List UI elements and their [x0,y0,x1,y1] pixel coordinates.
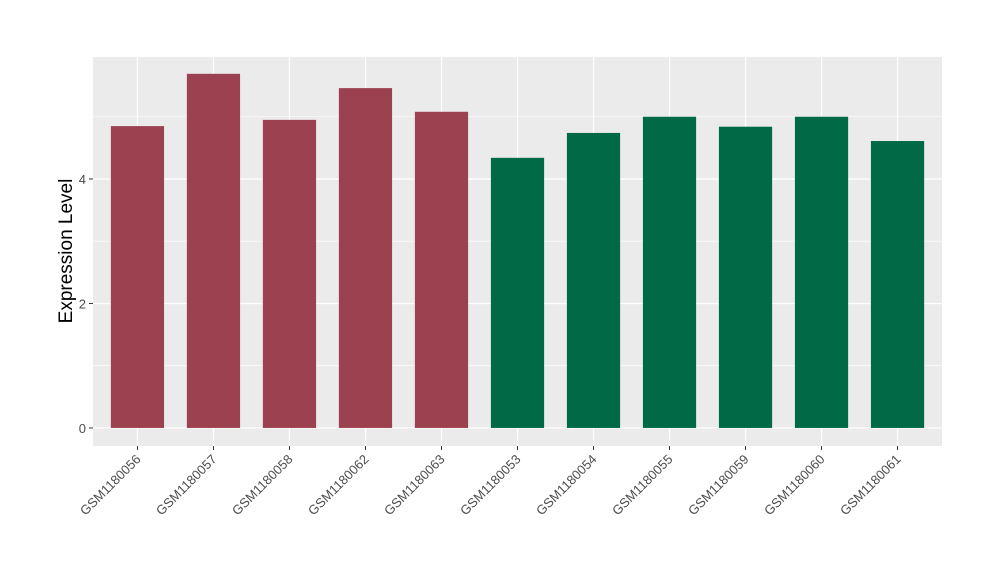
x-tick-label: GSM1180061 [837,452,904,519]
x-tick-label: GSM1180053 [457,452,524,519]
x-tick-label: GSM1180063 [381,452,448,519]
x-tick-label: GSM1180056 [77,452,144,519]
bar [414,111,469,428]
bar [870,141,925,428]
bar [642,116,697,428]
bar [110,126,165,428]
bar [490,157,545,428]
y-tick-label: 2 [79,296,86,311]
bars [110,73,925,428]
bar [262,119,317,428]
x-tick-label: GSM1180057 [153,452,220,519]
bar [718,126,773,428]
y-axis: 0 2 4 [79,172,93,436]
x-tick-label: GSM1180060 [761,452,828,519]
bar [566,132,621,428]
bar [794,116,849,428]
x-tick-label: GSM1180054 [533,452,600,519]
y-axis-label: Expression Level [56,179,77,324]
x-tick-label: GSM1180062 [305,452,372,519]
y-tick-label: 4 [79,172,86,187]
x-tick-label: GSM1180055 [609,452,676,519]
x-axis: GSM1180056 GSM1180057 GSM1180058 GSM1180062… [77,446,904,518]
x-tick-label: GSM1180059 [685,452,752,519]
y-tick-label: 0 [79,421,86,436]
x-tick-label: GSM1180058 [229,452,296,519]
bar [186,73,241,428]
bar [338,88,393,428]
